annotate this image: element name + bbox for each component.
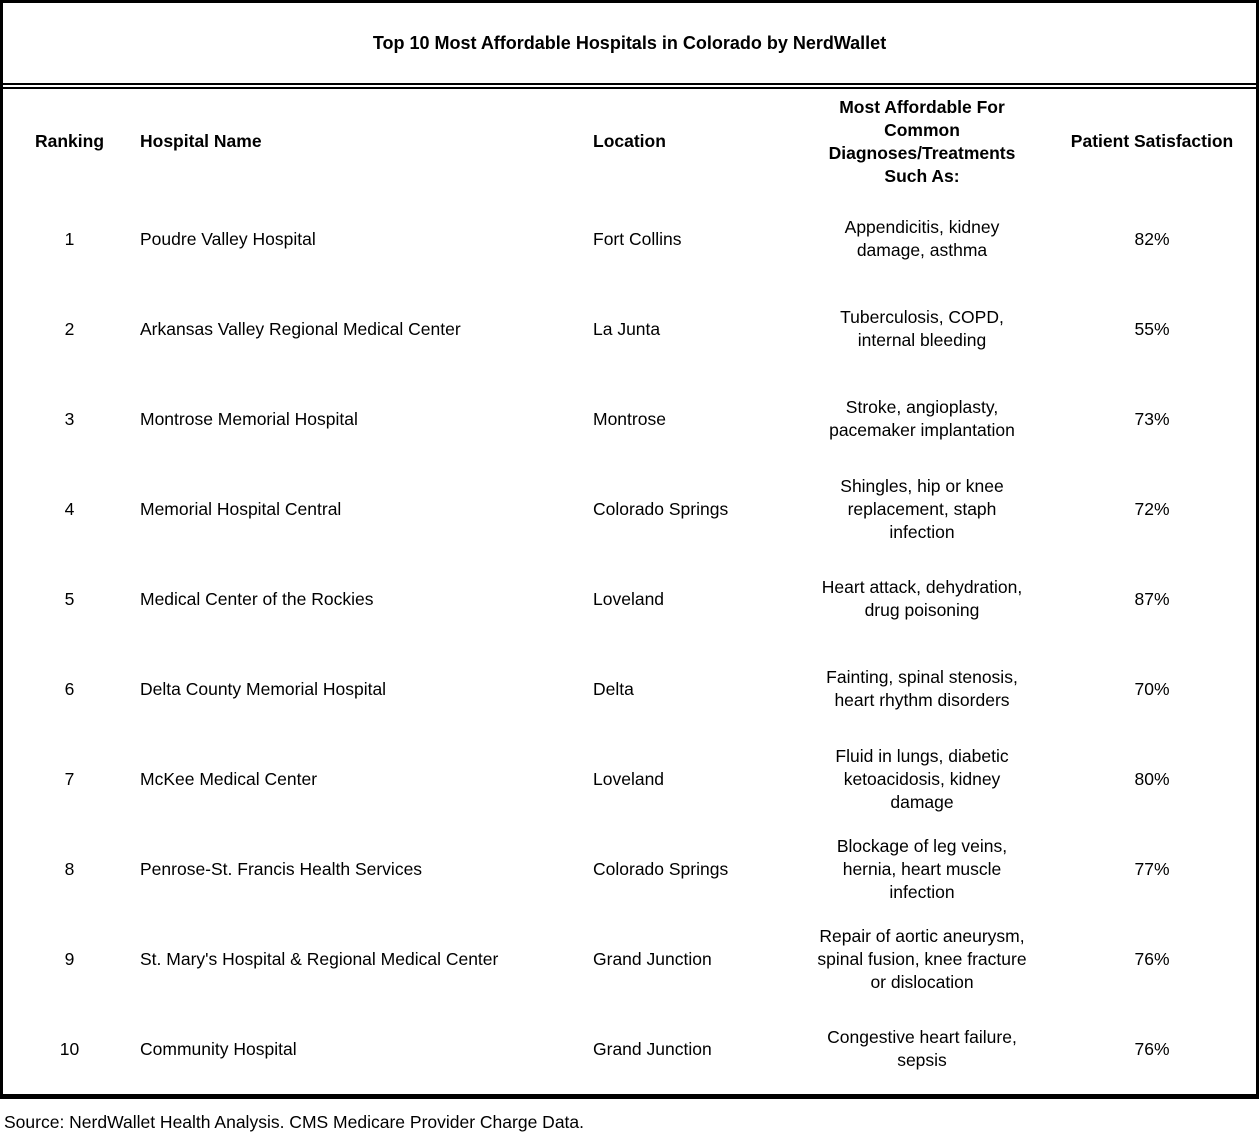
- location-cell: Loveland: [593, 768, 665, 789]
- diagnoses-cell: Congestive heart failure, sepsis: [827, 1027, 1017, 1070]
- hospital-name-cell: Medical Center of the Rockies: [140, 588, 374, 609]
- ranking-cell: 10: [59, 1038, 80, 1059]
- hospital-name-cell: Arkansas Valley Regional Medical Center: [140, 318, 461, 339]
- satisfaction-cell: 76%: [1134, 1038, 1170, 1059]
- diagnoses-cell: Heart attack, dehydration, drug poisonin…: [821, 577, 1023, 620]
- ranking-cell: 2: [64, 318, 75, 339]
- ranking-cell: 1: [64, 228, 75, 249]
- satisfaction-cell: 73%: [1134, 408, 1170, 429]
- source-note: Source: NerdWallet Health Analysis. CMS …: [4, 1112, 585, 1132]
- diagnoses-cell: Appendicitis, kidney damage, asthma: [844, 217, 1000, 260]
- diagnoses-cell: Tuberculosis, COPD, internal bleeding: [840, 307, 1004, 350]
- location-cell: Delta: [593, 678, 634, 699]
- hospital-name-cell: Community Hospital: [140, 1038, 297, 1059]
- column-header-patient-satisfaction: Patient Satisfaction: [1070, 131, 1234, 151]
- satisfaction-cell: 55%: [1134, 318, 1170, 339]
- satisfaction-cell: 72%: [1134, 498, 1170, 519]
- column-header-hospital-name: Hospital Name: [140, 131, 262, 151]
- diagnoses-cell: Stroke, angioplasty, pacemaker implantat…: [829, 397, 1015, 440]
- location-cell: Montrose: [593, 408, 666, 429]
- ranking-cell: 6: [64, 678, 75, 699]
- table-row: 2 Arkansas Valley Regional Medical Cente…: [3, 284, 1256, 374]
- location-cell: Grand Junction: [593, 1038, 712, 1059]
- table-row: 7 McKee Medical Center Loveland Fluid in…: [3, 734, 1256, 824]
- column-header-diagnoses: Most Affordable For Common Diagnoses/Tre…: [828, 96, 1016, 186]
- column-header-location: Location: [593, 131, 666, 151]
- ranking-cell: 7: [64, 768, 75, 789]
- hospital-name-cell: Memorial Hospital Central: [140, 498, 342, 519]
- table-row: 9 St. Mary's Hospital & Regional Medical…: [3, 914, 1256, 1004]
- hospital-name-cell: St. Mary's Hospital & Regional Medical C…: [140, 948, 499, 969]
- table-title: Top 10 Most Affordable Hospitals in Colo…: [372, 32, 887, 53]
- ranking-cell: 5: [64, 588, 75, 609]
- ranking-cell: 8: [64, 858, 75, 879]
- table-row: 8 Penrose-St. Francis Health Services Co…: [3, 824, 1256, 914]
- satisfaction-cell: 80%: [1134, 768, 1170, 789]
- diagnoses-cell: Blockage of leg veins, hernia, heart mus…: [836, 835, 1008, 902]
- satisfaction-cell: 82%: [1134, 228, 1170, 249]
- hospital-name-cell: Poudre Valley Hospital: [140, 228, 316, 249]
- table-row: 4 Memorial Hospital Central Colorado Spr…: [3, 464, 1256, 554]
- table-row: 1 Poudre Valley Hospital Fort Collins Ap…: [3, 194, 1256, 284]
- location-cell: La Junta: [593, 318, 661, 339]
- satisfaction-cell: 77%: [1134, 858, 1170, 879]
- diagnoses-cell: Shingles, hip or knee replacement, staph…: [840, 475, 1004, 542]
- location-cell: Loveland: [593, 588, 665, 609]
- hospital-name-cell: Penrose-St. Francis Health Services: [140, 858, 423, 879]
- ranking-cell: 4: [64, 498, 75, 519]
- column-header-ranking: Ranking: [34, 131, 105, 151]
- title-divider: [3, 83, 1256, 89]
- table-row: 6 Delta County Memorial Hospital Delta F…: [3, 644, 1256, 734]
- satisfaction-cell: 87%: [1134, 588, 1170, 609]
- location-cell: Colorado Springs: [593, 858, 729, 879]
- hospital-name-cell: McKee Medical Center: [140, 768, 318, 789]
- table-row: 10 Community Hospital Grand Junction Con…: [3, 1004, 1256, 1094]
- affordable-hospitals-table: Top 10 Most Affordable Hospitals in Colo…: [0, 0, 1259, 1099]
- ranking-cell: 3: [64, 408, 75, 429]
- satisfaction-cell: 76%: [1134, 948, 1170, 969]
- location-cell: Colorado Springs: [593, 498, 729, 519]
- diagnoses-cell: Fluid in lungs, diabetic ketoacidosis, k…: [835, 745, 1009, 812]
- table-header-row: Ranking Hospital Name Location Most Affo…: [3, 89, 1256, 194]
- location-cell: Fort Collins: [593, 228, 682, 249]
- diagnoses-cell: Fainting, spinal stenosis, heart rhythm …: [826, 667, 1018, 710]
- satisfaction-cell: 70%: [1134, 678, 1170, 699]
- ranking-cell: 9: [64, 948, 75, 969]
- hospital-name-cell: Montrose Memorial Hospital: [140, 408, 358, 429]
- diagnoses-cell: Repair of aortic aneurysm, spinal fusion…: [817, 925, 1027, 992]
- table-row: 5 Medical Center of the Rockies Loveland…: [3, 554, 1256, 644]
- table-row: 3 Montrose Memorial Hospital Montrose St…: [3, 374, 1256, 464]
- location-cell: Grand Junction: [593, 948, 712, 969]
- hospital-name-cell: Delta County Memorial Hospital: [140, 678, 387, 699]
